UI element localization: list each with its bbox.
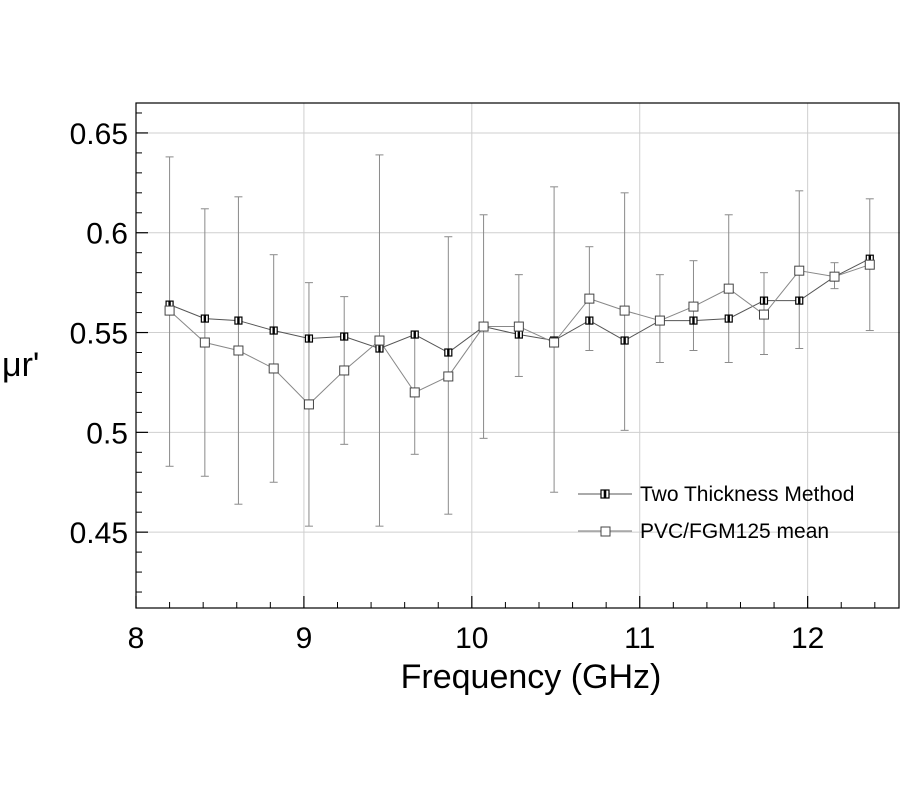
point-pvc-mean [829,271,840,282]
point-pvc-mean [339,365,350,376]
x-axis-title: Frequency (GHz) [401,658,662,696]
point-pvc-mean [268,363,279,374]
y-tick-label: 0.6 [86,218,128,251]
point-pvc-mean [478,321,489,332]
grid-lines [135,103,900,608]
x-tick-label: 12 [791,622,824,655]
x-tick-label: 9 [296,622,313,655]
point-pvc-mean [409,387,420,398]
point-pvc-mean [549,337,560,348]
point-pvc-mean [199,337,210,348]
point-pvc-mean [688,301,699,312]
y-tick-labels: 0.45 0.5 0.55 0.6 0.65 [70,118,128,550]
point-pvc-mean [619,305,630,316]
point-pvc-mean [513,321,524,332]
point-pvc-mean [233,345,244,356]
point-pvc-mean [303,399,314,410]
y-tick-label: 0.45 [70,517,128,550]
point-pvc-mean [654,315,665,326]
legend: Two Thickness Method PVC/FGM125 mean [578,483,854,543]
point-pvc-mean [374,335,385,346]
y-axis-title: μr' [2,346,39,384]
x-tick-labels: 8 9 10 11 12 [128,622,825,655]
y-tick-label: 0.65 [70,118,128,151]
point-pvc-mean [758,309,769,320]
point-pvc-mean [443,371,454,382]
point-pvc-mean [584,293,595,304]
legend-marker-pvc-mean [600,526,611,537]
x-tick-label: 10 [455,622,488,655]
legend-label-pvc-mean: PVC/FGM125 mean [640,520,829,543]
series-markers [164,254,875,410]
legend-label-two-thickness: Two Thickness Method [640,483,854,506]
point-pvc-mean [723,283,734,294]
y-tick-label: 0.5 [86,417,128,450]
point-pvc-mean [164,305,175,316]
x-tick-label: 8 [128,622,145,655]
x-tick-label: 11 [624,622,655,655]
y-tick-label: 0.55 [70,318,128,351]
plot-frame [135,102,900,609]
point-pvc-mean [794,265,805,276]
point-pvc-mean [864,259,875,270]
